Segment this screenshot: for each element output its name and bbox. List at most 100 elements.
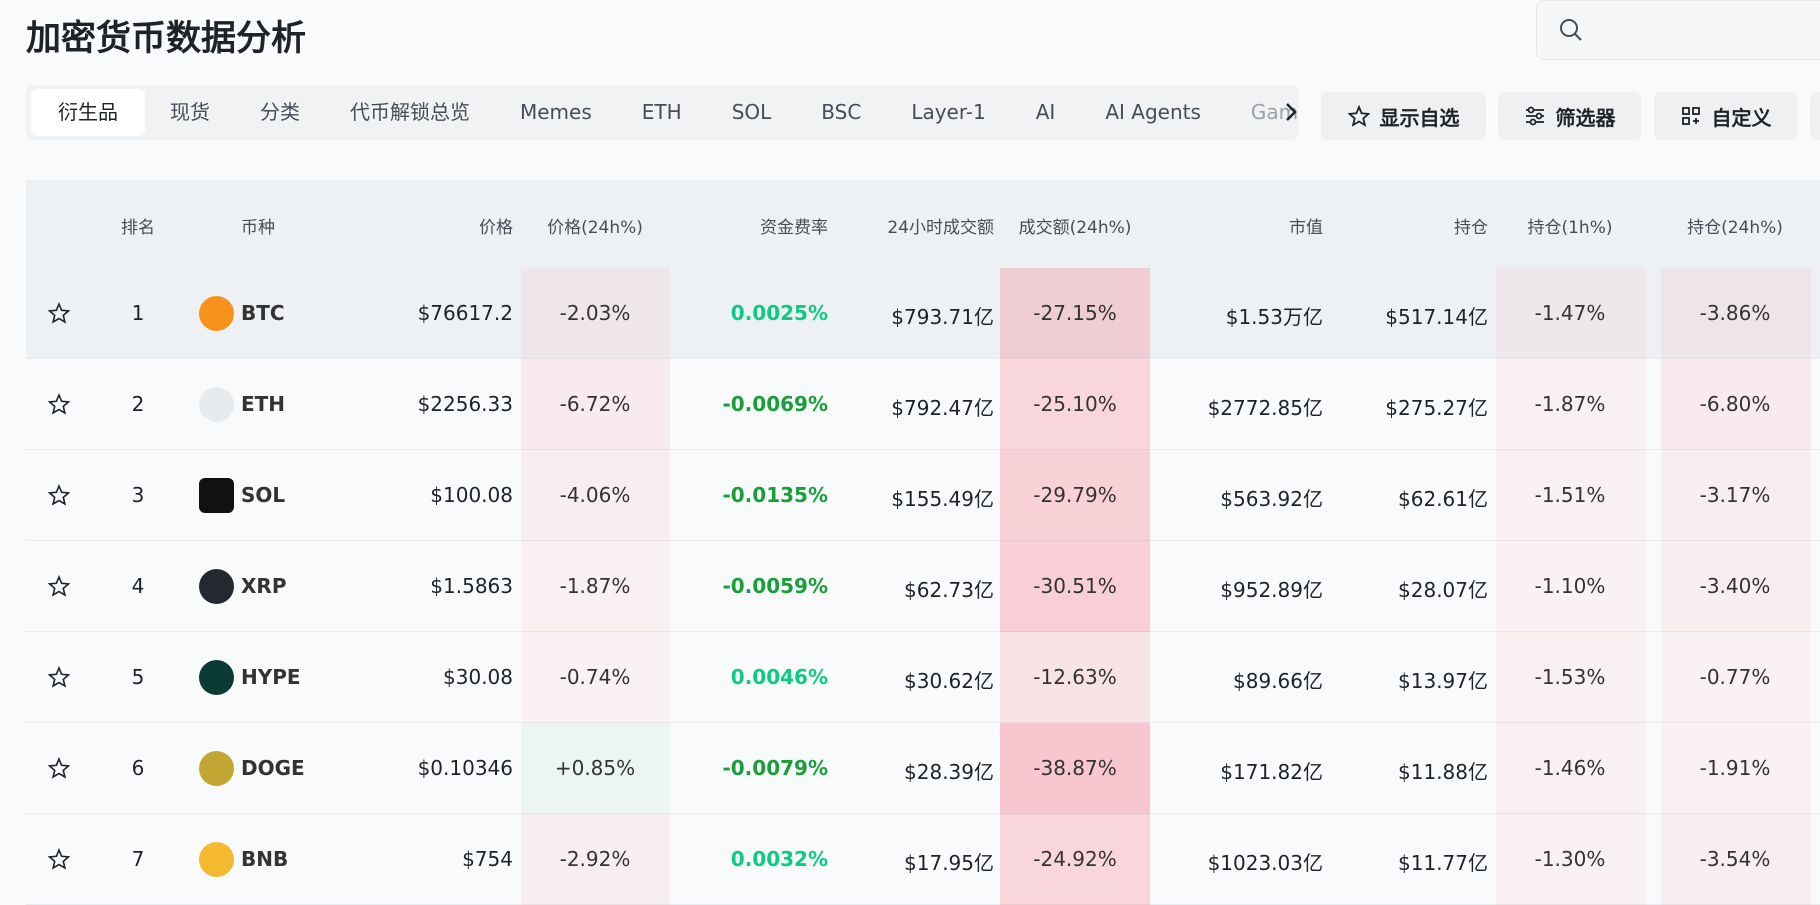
tab-scroll-arrow[interactable] [1282,100,1302,124]
table-cell: -1.10% [1534,574,1606,598]
heat-cell [1661,723,1811,814]
table-cell: $100.08 [430,483,513,507]
favorite-star[interactable] [47,483,71,510]
tab[interactable]: AI Agents [1105,100,1201,124]
table-row[interactable]: 7 BNB $754 -2.92% 0.0032% $17.95亿 -24.92% $1023… [26,814,1820,905]
toolbar-button[interactable]: 自定义 [1654,92,1797,140]
button-label: 自定义 [1711,105,1772,130]
column-header[interactable]: 币种 [241,218,275,238]
table-cell: -1.87% [559,574,631,598]
table-cell: $517.14亿 [1385,305,1488,329]
table-cell: $792.47亿 [891,396,994,420]
toolbar-button[interactable]: 显示自选 [1321,92,1486,140]
column-header[interactable]: 持仓(1h%) [1527,218,1613,238]
column-header[interactable]: 市值 [1289,218,1323,238]
table-cell: $171.82亿 [1220,760,1323,784]
table-cell: -0.0079% [722,756,828,780]
table-cell: -6.80% [1699,392,1771,416]
table-cell: $155.49亿 [891,487,994,511]
tab[interactable]: BSC [821,100,862,124]
favorite-star[interactable] [47,392,71,419]
tab[interactable]: Layer-1 [911,100,986,124]
heat-cell [1661,268,1811,359]
table-cell: $2772.85亿 [1207,396,1323,420]
heat-cell [1661,541,1811,632]
tab[interactable]: Gam [1250,100,1298,124]
table-cell: -0.0059% [722,574,828,598]
favorite-star[interactable] [47,756,71,783]
table-cell: BNB [241,847,289,871]
table-cell: -27.15% [1033,301,1117,325]
toolbar-button[interactable] [1810,92,1820,140]
table-cell: 4 [131,574,145,598]
tab[interactable]: AI [1035,100,1056,124]
column-header[interactable]: 排名 [121,218,155,238]
table-cell: -1.51% [1534,483,1606,507]
table-cell: 0.0025% [730,301,828,325]
table-cell: -6.72% [559,392,631,416]
table-row[interactable]: 3 SOL $100.08 -4.06% -0.0135% $155.49亿 -29.79%… [26,450,1820,541]
search-box[interactable] [1536,0,1820,60]
heat-cell [1496,450,1646,541]
table-cell: SOL [241,483,286,507]
column-header[interactable]: 价格 [479,218,513,238]
column-header[interactable]: 持仓 [1454,218,1488,238]
table-row[interactable]: 1 BTC $76617.2 -2.03% 0.0025% $793.71亿 -27.15%… [26,268,1820,359]
table-cell: +0.85% [554,756,636,780]
heat-cell [1496,359,1646,450]
coin-icon [199,569,234,604]
tab[interactable]: Memes [520,100,592,124]
heat-cell [1000,632,1150,723]
coin-icon [199,387,234,422]
favorite-star[interactable] [47,574,71,601]
tab[interactable]: 分类 [260,100,300,124]
table-cell: -0.77% [1699,665,1771,689]
table-row[interactable]: 4 XRP $1.5863 -1.87% -0.0059% $62.73亿 -30.51% $… [26,541,1820,632]
button-label: 显示自选 [1379,105,1460,130]
column-header[interactable]: 24小时成交额 [887,218,994,238]
table-cell: $28.39亿 [904,760,994,784]
table-cell: -1.87% [1534,392,1606,416]
button-icon [1681,107,1700,125]
tab[interactable]: 衍生品 [31,89,145,136]
tab[interactable]: 代币解锁总览 [350,100,470,124]
table-cell: 2 [131,392,145,416]
table-cell: XRP [241,574,287,598]
favorite-star[interactable] [47,665,71,692]
table-cell: $1023.03亿 [1207,851,1323,875]
tab[interactable]: 现货 [170,100,210,124]
page-title: 加密货币数据分析 [26,19,307,59]
heat-cell [521,541,670,632]
column-header[interactable]: 成交额(24h%) [1018,218,1132,238]
column-header[interactable]: 资金费率 [760,218,828,238]
table-cell: -0.0135% [722,483,828,507]
favorite-star[interactable] [47,301,71,328]
table-row[interactable]: 5 HYPE $30.08 -0.74% 0.0046% $30.62亿 -12.63% $8… [26,632,1820,723]
heat-cell [521,359,670,450]
coin-icon [199,296,234,331]
table-cell: -1.30% [1534,847,1606,871]
table-cell: -38.87% [1033,756,1117,780]
table-cell: $1.53万亿 [1225,305,1323,329]
column-header[interactable]: 持仓(24h%) [1687,218,1783,238]
heat-cell [1000,723,1150,814]
column-header[interactable]: 价格(24h%) [547,218,643,238]
button-label: 筛选器 [1555,105,1616,130]
table-cell: $76617.2 [417,301,513,325]
tab[interactable]: ETH [641,100,682,124]
favorite-star[interactable] [47,847,71,874]
tab-bar: 衍生品 现货 分类 代币解锁总览 Memes ETH SOL BSC Layer-1 AI AI A… [26,85,1298,140]
table-cell: HYPE [241,665,301,689]
heat-cell [1496,723,1646,814]
heat-cell [521,723,670,814]
heat-cell [1661,450,1811,541]
heat-cell [1000,450,1150,541]
table-cell: 3 [131,483,145,507]
table-row[interactable]: 6 DOGE $0.10346 +0.85% -0.0079% $28.39亿 -38.87… [26,723,1820,814]
toolbar-button[interactable]: 筛选器 [1498,92,1641,140]
tab[interactable]: SOL [731,100,772,124]
table-cell: -2.92% [559,847,631,871]
coin-icon [199,842,234,877]
table-cell: $62.61亿 [1398,487,1488,511]
table-row[interactable]: 2 ETH $2256.33 -6.72% -0.0069% $792.47亿 -25.10… [26,359,1820,450]
